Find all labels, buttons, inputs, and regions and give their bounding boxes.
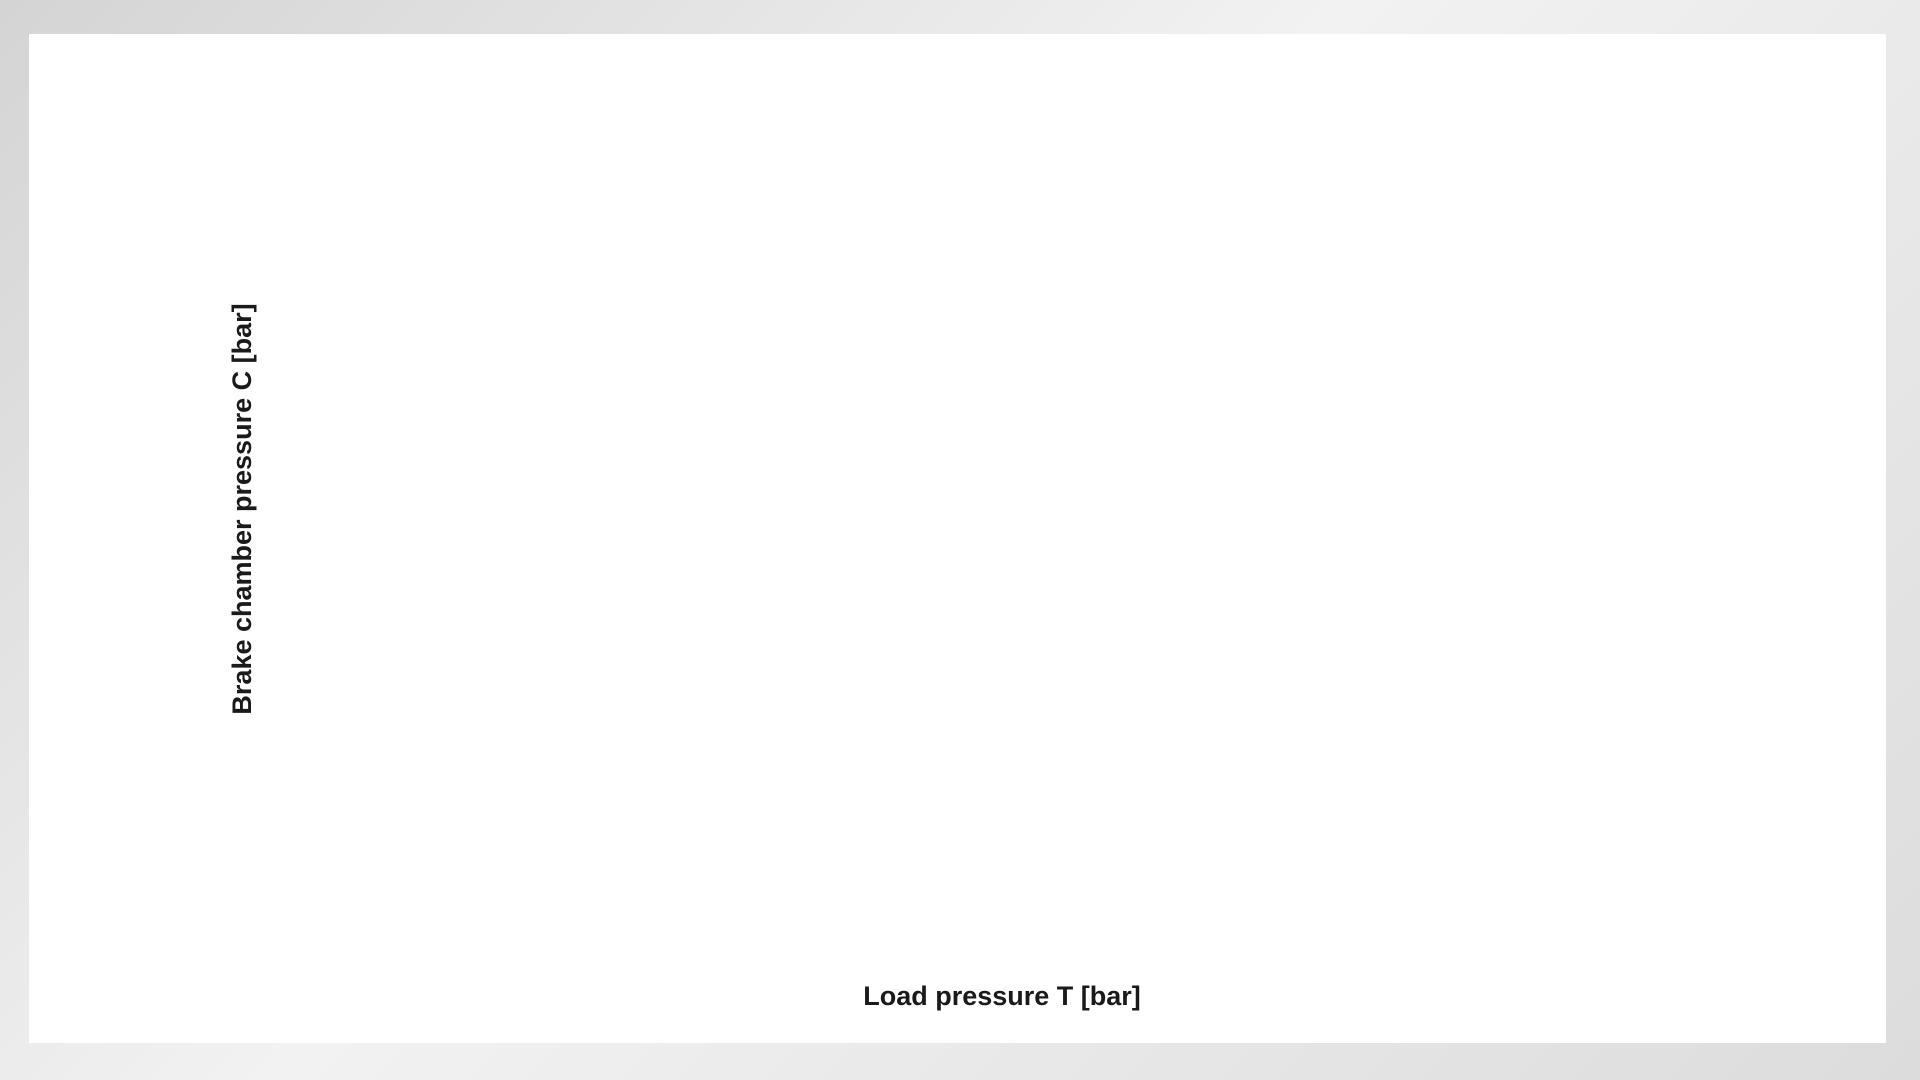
x-axis-title: Load pressure T [bar] [863,981,1141,1011]
y-axis-title: Brake chamber pressure C [bar] [227,303,257,714]
slide [29,34,1886,1043]
